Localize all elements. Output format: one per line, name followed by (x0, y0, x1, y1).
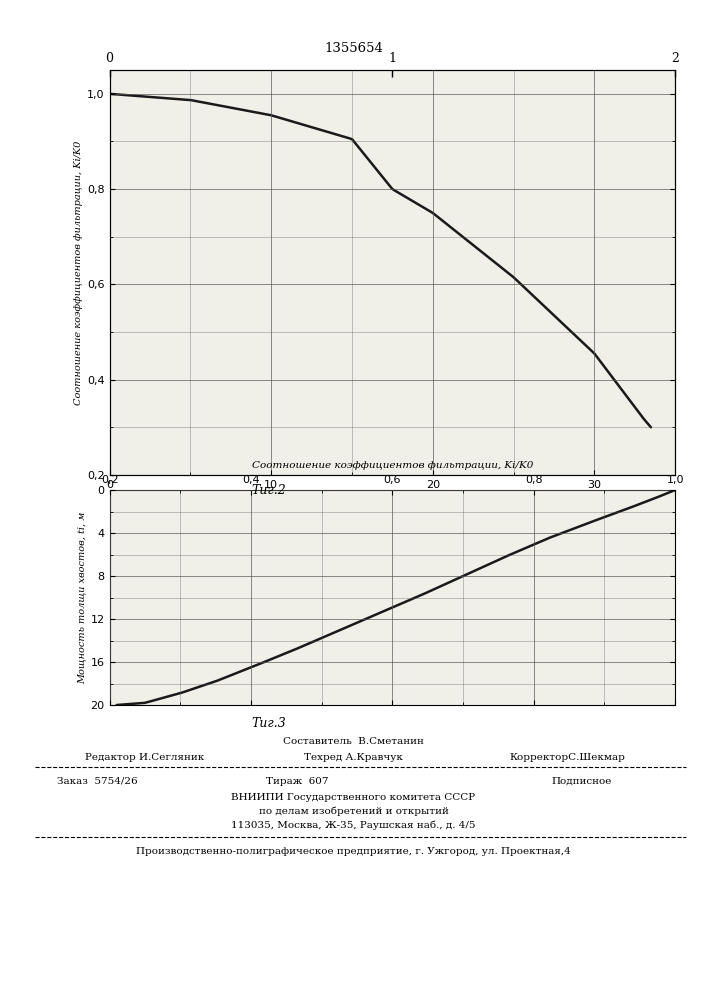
Text: 1355654: 1355654 (324, 42, 383, 55)
Text: Техред А.Кравчук: Техред А.Кравчук (304, 753, 403, 762)
Text: 113035, Москва, Ж-35, Раушская наб., д. 4/5: 113035, Москва, Ж-35, Раушская наб., д. … (231, 821, 476, 830)
Text: Заказ  5754/26: Заказ 5754/26 (57, 777, 137, 786)
X-axis label: Расстояние, L, м: Расстояние, L, м (341, 494, 444, 504)
Y-axis label: Мощность толщи хвостов, ti, м: Мощность толщи хвостов, ti, м (78, 511, 86, 684)
Text: Подписное: Подписное (551, 777, 612, 786)
Text: по делам изобретений и открытий: по делам изобретений и открытий (259, 807, 448, 816)
Text: КорректорС.Шекмар: КорректорС.Шекмар (509, 753, 625, 762)
Text: Тираж  607: Тираж 607 (266, 777, 328, 786)
Text: Редактор И.Сегляник: Редактор И.Сегляник (85, 753, 204, 762)
Y-axis label: Соотношение коэффициентов фильтрации, Ki/K0: Соотношение коэффициентов фильтрации, Ki… (74, 140, 83, 405)
Text: Τиг.3: Τиг.3 (251, 717, 286, 730)
Text: Τиг.2: Τиг.2 (251, 484, 286, 497)
Text: Производственно-полиграфическое предприятие, г. Ужгород, ул. Проектная,4: Производственно-полиграфическое предприя… (136, 847, 571, 856)
Text: Составитель  В.Сметанин: Составитель В.Сметанин (283, 737, 424, 746)
X-axis label: Соотношение коэффициентов фильтрации, Ki/K0: Соотношение коэффициентов фильтрации, Ki… (252, 461, 533, 470)
Text: ВНИИПИ Государственного комитета СССР: ВНИИПИ Государственного комитета СССР (231, 793, 476, 802)
